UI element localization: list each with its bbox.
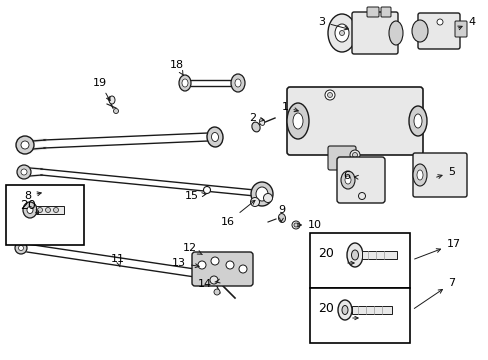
Text: 13: 13 bbox=[172, 258, 199, 268]
Ellipse shape bbox=[339, 31, 344, 36]
Text: 20: 20 bbox=[20, 199, 36, 212]
Ellipse shape bbox=[291, 221, 299, 229]
Text: 15: 15 bbox=[184, 191, 205, 201]
Text: 20: 20 bbox=[317, 247, 333, 260]
Ellipse shape bbox=[412, 164, 426, 186]
Ellipse shape bbox=[337, 158, 346, 166]
Ellipse shape bbox=[334, 24, 348, 42]
Ellipse shape bbox=[263, 194, 272, 202]
FancyBboxPatch shape bbox=[192, 252, 252, 286]
Ellipse shape bbox=[21, 141, 29, 149]
Ellipse shape bbox=[214, 289, 220, 295]
Text: 17: 17 bbox=[414, 239, 460, 259]
Ellipse shape bbox=[351, 250, 358, 260]
Ellipse shape bbox=[250, 198, 259, 207]
Ellipse shape bbox=[416, 170, 422, 180]
Ellipse shape bbox=[198, 261, 205, 269]
Ellipse shape bbox=[250, 182, 272, 206]
Ellipse shape bbox=[109, 96, 115, 104]
Text: 18: 18 bbox=[170, 60, 183, 75]
Bar bbox=[361, 251, 396, 259]
Ellipse shape bbox=[225, 261, 234, 269]
Ellipse shape bbox=[45, 207, 50, 212]
Text: 20: 20 bbox=[317, 302, 333, 315]
Ellipse shape bbox=[17, 165, 31, 179]
Ellipse shape bbox=[327, 93, 332, 98]
Text: 10: 10 bbox=[297, 220, 321, 230]
Ellipse shape bbox=[337, 300, 351, 320]
FancyBboxPatch shape bbox=[327, 146, 355, 170]
Ellipse shape bbox=[113, 108, 118, 113]
FancyBboxPatch shape bbox=[366, 7, 378, 17]
Bar bbox=[309, 233, 409, 288]
Ellipse shape bbox=[179, 75, 191, 91]
FancyBboxPatch shape bbox=[351, 12, 397, 54]
FancyBboxPatch shape bbox=[417, 13, 459, 49]
Text: 5: 5 bbox=[436, 167, 454, 179]
Ellipse shape bbox=[27, 207, 33, 213]
Ellipse shape bbox=[239, 265, 246, 273]
Text: 8: 8 bbox=[24, 191, 41, 201]
FancyBboxPatch shape bbox=[286, 87, 422, 155]
Ellipse shape bbox=[259, 118, 264, 125]
Ellipse shape bbox=[16, 136, 34, 154]
Ellipse shape bbox=[358, 193, 365, 199]
Ellipse shape bbox=[230, 74, 244, 92]
Text: 11: 11 bbox=[111, 254, 125, 267]
Text: 4: 4 bbox=[457, 17, 475, 30]
Ellipse shape bbox=[325, 90, 334, 100]
Ellipse shape bbox=[38, 207, 42, 212]
FancyBboxPatch shape bbox=[412, 153, 466, 197]
Bar bbox=[351, 306, 391, 314]
Bar bbox=[6, 185, 84, 245]
Ellipse shape bbox=[411, 20, 427, 42]
Ellipse shape bbox=[352, 153, 357, 158]
Text: 6: 6 bbox=[343, 171, 358, 181]
Text: 19: 19 bbox=[93, 78, 110, 101]
Bar bbox=[309, 288, 409, 343]
Ellipse shape bbox=[408, 106, 426, 136]
Ellipse shape bbox=[413, 114, 421, 128]
Ellipse shape bbox=[251, 122, 260, 132]
Ellipse shape bbox=[340, 171, 354, 189]
Ellipse shape bbox=[349, 150, 359, 160]
Ellipse shape bbox=[15, 242, 27, 254]
FancyBboxPatch shape bbox=[336, 157, 384, 203]
Ellipse shape bbox=[235, 79, 241, 87]
FancyBboxPatch shape bbox=[380, 7, 390, 17]
Ellipse shape bbox=[182, 79, 187, 87]
Text: 2: 2 bbox=[249, 113, 264, 123]
Text: 3: 3 bbox=[318, 17, 347, 30]
Ellipse shape bbox=[23, 202, 37, 218]
Ellipse shape bbox=[278, 213, 285, 222]
Ellipse shape bbox=[53, 207, 59, 212]
Ellipse shape bbox=[286, 103, 308, 139]
Ellipse shape bbox=[346, 243, 362, 267]
Ellipse shape bbox=[345, 176, 350, 184]
Text: 1: 1 bbox=[281, 102, 298, 112]
Ellipse shape bbox=[206, 127, 223, 147]
Ellipse shape bbox=[211, 132, 218, 141]
Ellipse shape bbox=[203, 186, 210, 194]
Text: 9: 9 bbox=[278, 205, 285, 222]
Ellipse shape bbox=[341, 306, 347, 315]
Ellipse shape bbox=[327, 14, 355, 52]
Ellipse shape bbox=[436, 19, 442, 25]
Ellipse shape bbox=[21, 169, 27, 175]
Text: 16: 16 bbox=[221, 201, 254, 227]
Text: 12: 12 bbox=[183, 243, 202, 255]
Ellipse shape bbox=[256, 187, 267, 201]
Text: 7: 7 bbox=[413, 278, 455, 309]
Ellipse shape bbox=[19, 246, 23, 251]
Text: 14: 14 bbox=[198, 279, 220, 289]
Ellipse shape bbox=[293, 223, 297, 227]
Ellipse shape bbox=[210, 257, 219, 265]
FancyBboxPatch shape bbox=[454, 21, 466, 37]
Ellipse shape bbox=[388, 21, 402, 45]
Bar bbox=[36, 206, 64, 214]
Ellipse shape bbox=[292, 113, 303, 129]
Ellipse shape bbox=[209, 276, 218, 284]
